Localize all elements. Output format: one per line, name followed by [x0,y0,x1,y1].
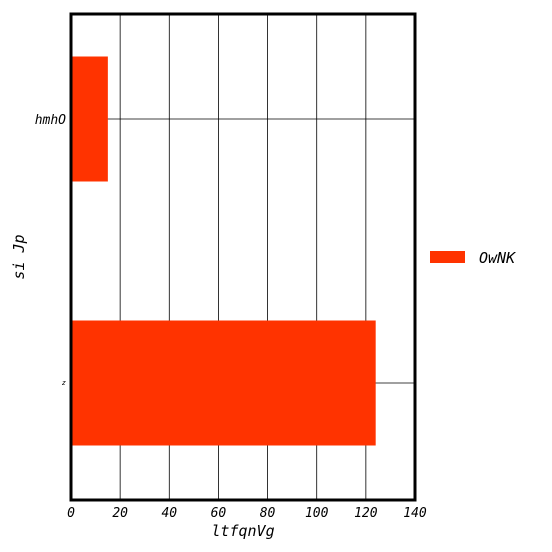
x-tick-label: 120 [354,506,378,521]
plot-frame [69,12,417,502]
x-axis-title: ltfqnVg [211,522,274,540]
legend-label: OwNK [479,249,516,267]
y-axis-title: si Jp [10,234,28,279]
y-tick-label: hmhO [35,113,66,128]
x-tick-label: 80 [260,506,276,521]
x-tick-label: 100 [305,506,329,521]
y-tick-label: z [62,379,66,387]
x-tick-labels: 0 20 40 60 80 100 120 140 [67,506,427,521]
x-tick-label: 140 [403,506,427,521]
bars [71,56,376,446]
x-tick-label: 0 [67,506,75,521]
x-tick-label: 60 [211,506,227,521]
x-tick-label: 20 [112,506,128,521]
legend: OwNK [430,249,516,267]
bar-0 [71,56,108,182]
y-tick-labels: hmhO z [35,113,66,387]
bar-1 [71,320,376,446]
x-tick-label: 40 [161,506,177,521]
grid-lines [71,14,415,500]
legend-swatch [430,251,465,263]
